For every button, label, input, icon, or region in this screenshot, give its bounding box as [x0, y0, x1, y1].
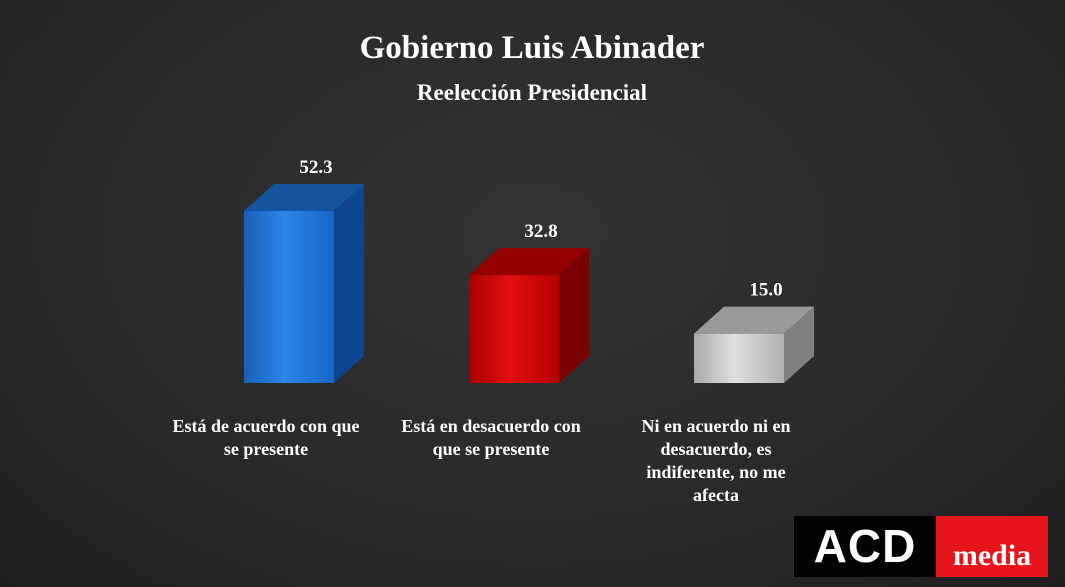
bar-top-0: [244, 184, 364, 211]
bar-side-2: [784, 306, 814, 383]
bar-side-1: [559, 248, 589, 383]
bar-top-2: [694, 306, 814, 334]
bar-front-2: [694, 333, 784, 383]
value-label-1: 32.8: [524, 221, 557, 242]
bar-1: [469, 248, 589, 383]
logo-acd-text: ACD: [794, 516, 936, 577]
bar-front-0: [244, 211, 334, 383]
category-label-2: Ni en acuerdo ni en desacuerdo, es indifer…: [641, 416, 790, 505]
bar-2: [694, 306, 814, 383]
category-label-0: Está de acuerdo con que se presente: [172, 416, 359, 459]
chart-subtitle: Reelección Presidencial: [417, 80, 647, 105]
value-label-0: 52.3: [299, 157, 332, 178]
category-label-1: Está en desacuerdo con que se presente: [401, 416, 581, 459]
acd-media-logo: ACD media: [794, 516, 1048, 577]
chart-title: Gobierno Luis Abinader: [360, 30, 705, 66]
bar-front-1: [469, 275, 559, 383]
bar-0: [244, 184, 364, 383]
value-label-2: 15.0: [749, 280, 782, 301]
bar-side-0: [334, 184, 364, 383]
logo-media-text: media: [936, 516, 1048, 577]
bar-top-1: [469, 248, 589, 276]
